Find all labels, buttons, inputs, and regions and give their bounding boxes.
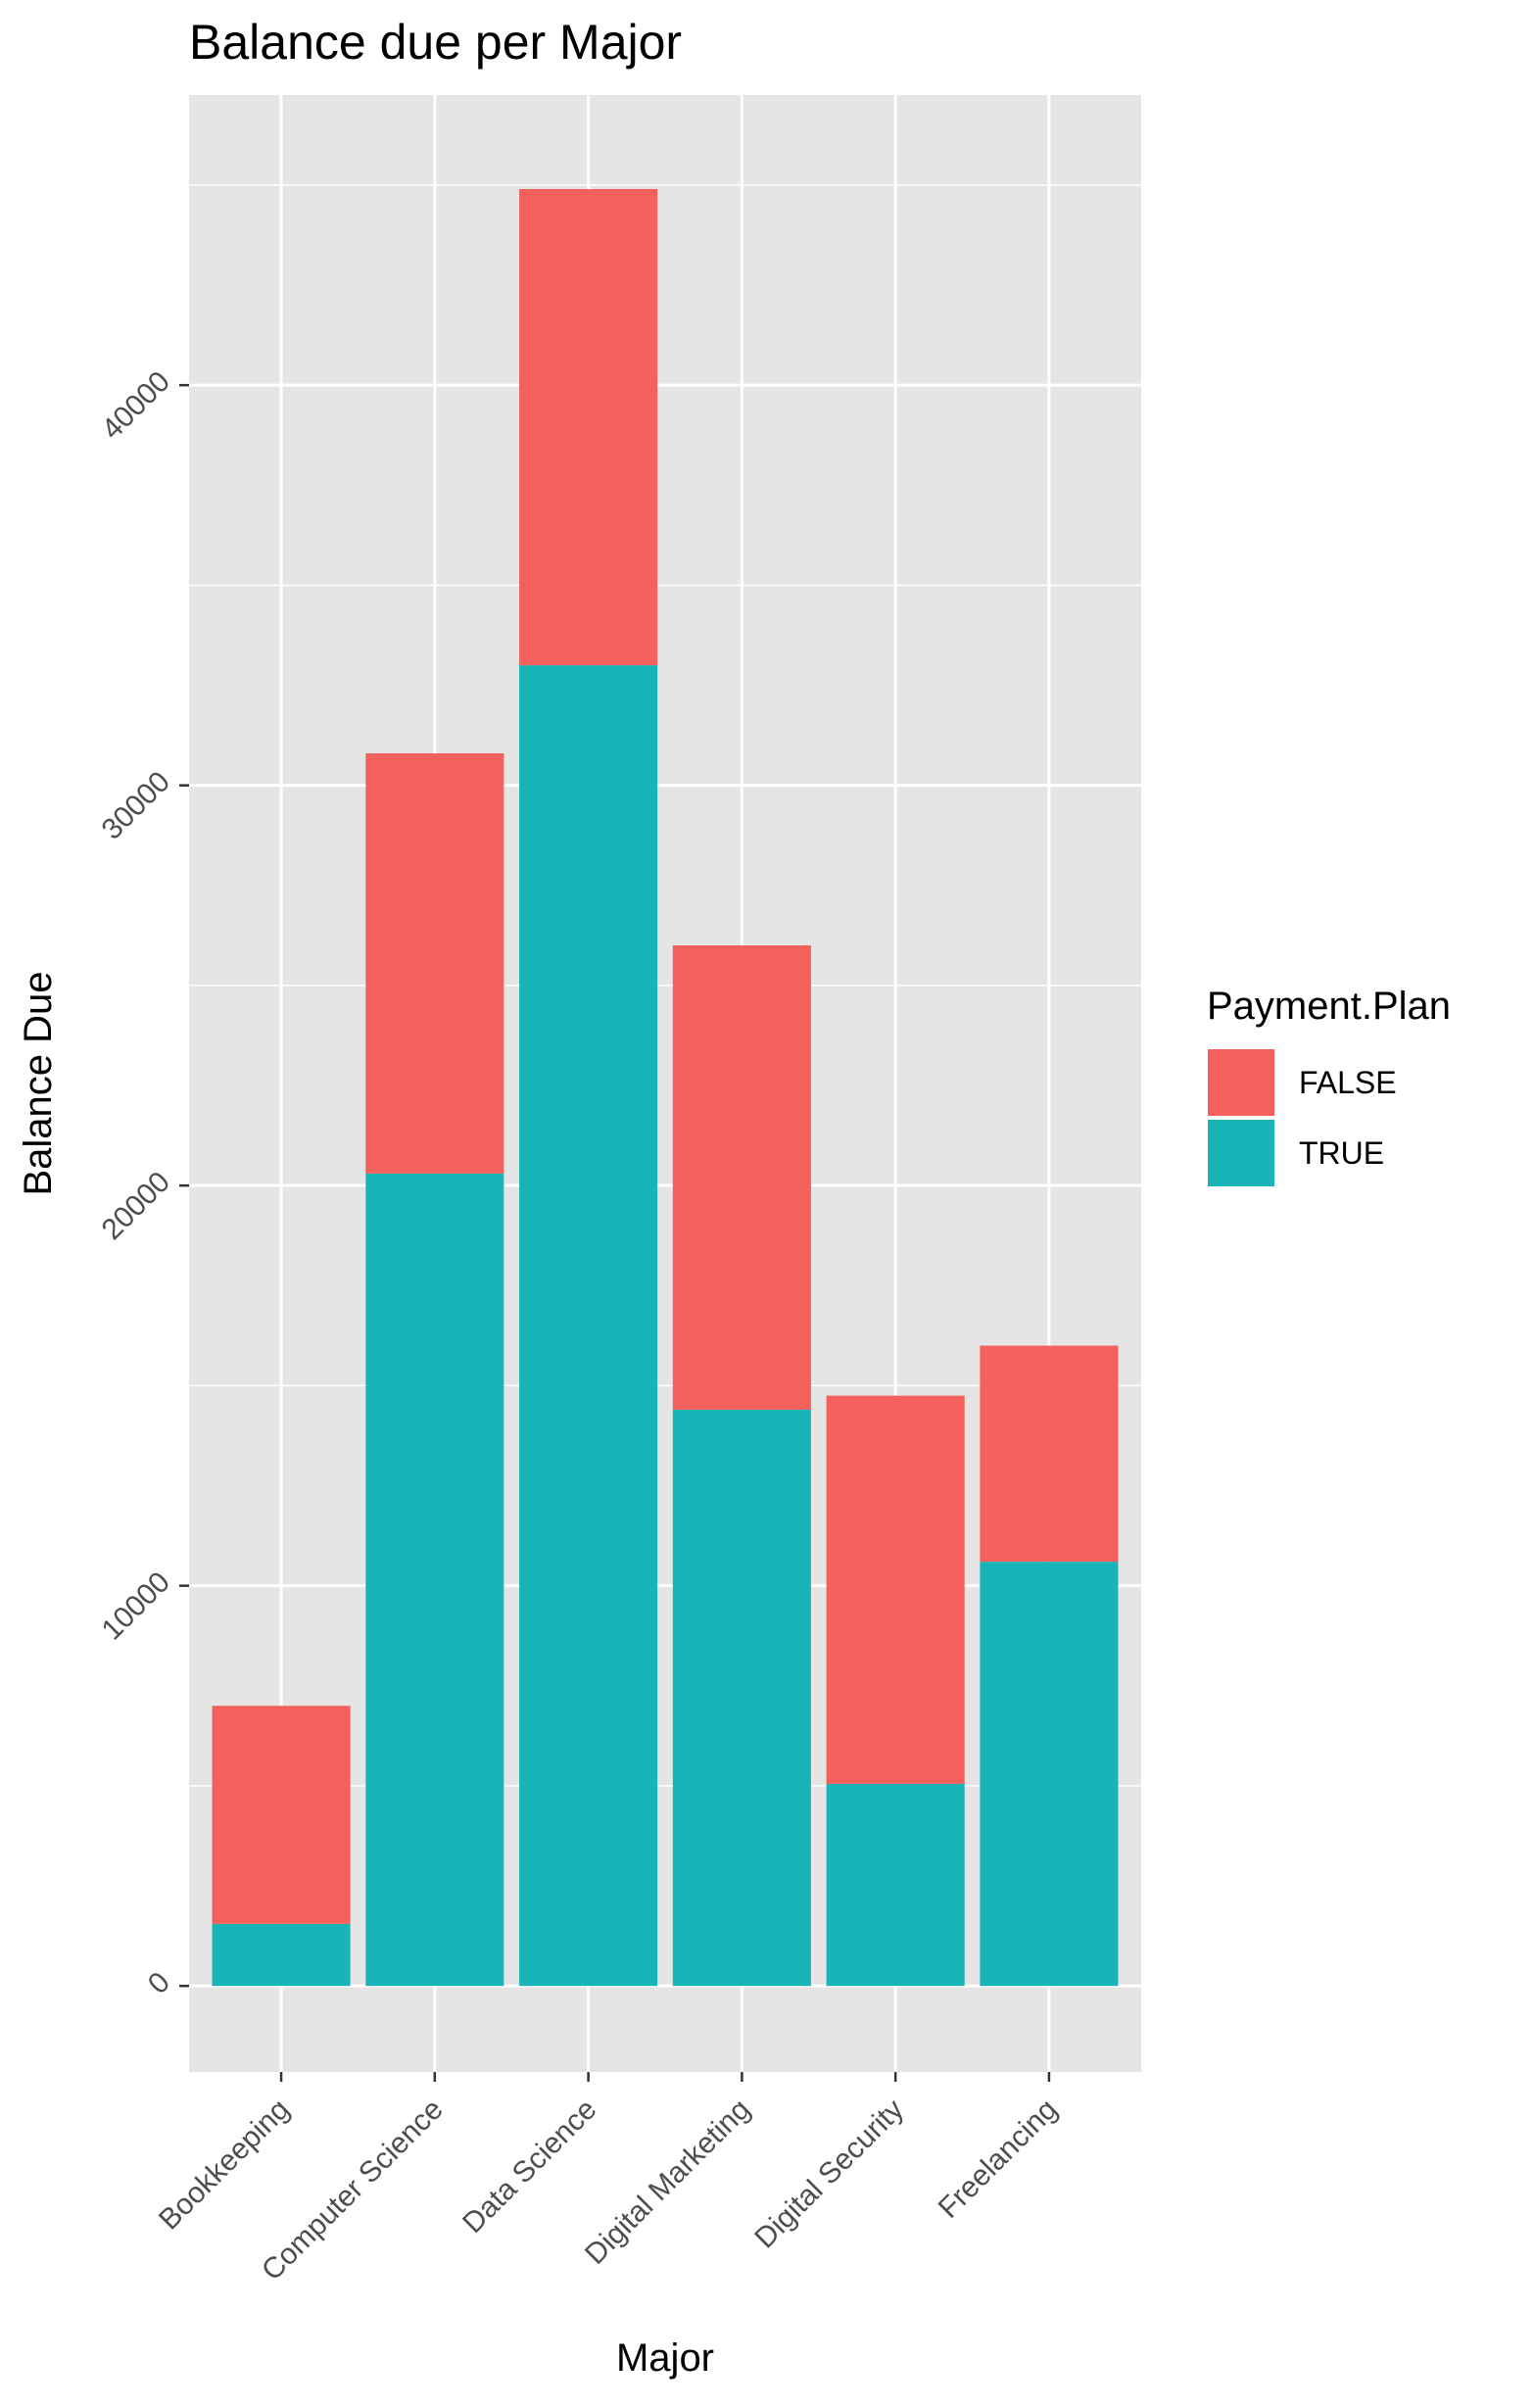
bar-computer-science-true [365, 1173, 504, 1987]
y-tick-label: 0 [142, 1966, 176, 2000]
bar-freelancing-false [980, 1345, 1119, 1563]
bar-freelancing-true [980, 1562, 1119, 1987]
bar-data-science-true [519, 665, 658, 1987]
x-axis-title: Major [616, 2336, 714, 2380]
y-tick-label: 40000 [96, 365, 176, 446]
x-tick-label: Bookkeeping [153, 2094, 296, 2237]
legend-title: Payment.Plan [1207, 985, 1451, 1028]
bar-computer-science-false [365, 752, 504, 1174]
x-tick-label: Digital Marketing [579, 2094, 756, 2271]
chart-title: Balance due per Major [189, 15, 682, 70]
x-tick-label: Freelancing [933, 2094, 1064, 2225]
y-axis: 0 10000 20000 30000 40000 [96, 365, 189, 2000]
legend-entries: FALSE TRUE [1206, 1047, 1397, 1188]
legend-label-true: TRUE [1299, 1135, 1384, 1171]
legend-key-true [1206, 1118, 1276, 1188]
bar-digital-marketing-false [672, 945, 811, 1410]
bar-data-science-false [519, 188, 658, 666]
legend-label-false: FALSE [1299, 1065, 1397, 1100]
x-tick-label: Data Science [456, 2094, 603, 2240]
bar-digital-security-true [826, 1783, 965, 1987]
legend-key-false [1206, 1047, 1276, 1118]
x-tick-label: Digital Security [748, 2094, 910, 2255]
bar-digital-security-false [826, 1395, 965, 1784]
y-tick-label: 30000 [96, 765, 176, 845]
bars [212, 188, 1119, 1987]
y-axis-title: Balance Due [17, 971, 60, 1195]
legend: Payment.Plan FALSE TRUE [1206, 985, 1451, 1188]
y-tick-label: 10000 [96, 1565, 176, 1646]
bar-bookkeeping-true [212, 1923, 351, 1987]
bar-digital-marketing-true [672, 1409, 811, 1987]
bar-bookkeeping-false [212, 1706, 351, 1924]
y-tick-label: 20000 [96, 1166, 176, 1246]
